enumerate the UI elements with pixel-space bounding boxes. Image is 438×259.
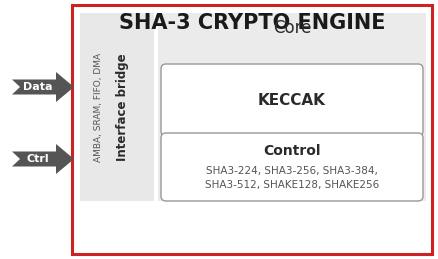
- Text: AMBA, SRAM, FIFO, DMA: AMBA, SRAM, FIFO, DMA: [94, 52, 103, 162]
- Text: Ctrl: Ctrl: [27, 154, 49, 164]
- Polygon shape: [12, 144, 74, 174]
- FancyBboxPatch shape: [161, 133, 423, 201]
- Text: Core: Core: [273, 19, 311, 37]
- Polygon shape: [12, 72, 74, 102]
- FancyBboxPatch shape: [80, 13, 154, 201]
- FancyBboxPatch shape: [72, 5, 432, 254]
- Text: Control: Control: [263, 144, 321, 158]
- FancyBboxPatch shape: [161, 64, 423, 136]
- Text: Interface bridge: Interface bridge: [117, 53, 129, 161]
- Text: Data: Data: [23, 82, 53, 92]
- Text: SHA-3 CRYPTO ENGINE: SHA-3 CRYPTO ENGINE: [119, 13, 385, 33]
- FancyBboxPatch shape: [158, 13, 426, 201]
- Text: SHA3-224, SHA3-256, SHA3-384,
SHA3-512, SHAKE128, SHAKE256: SHA3-224, SHA3-256, SHA3-384, SHA3-512, …: [205, 166, 379, 190]
- Text: KECCAK: KECCAK: [258, 92, 326, 107]
